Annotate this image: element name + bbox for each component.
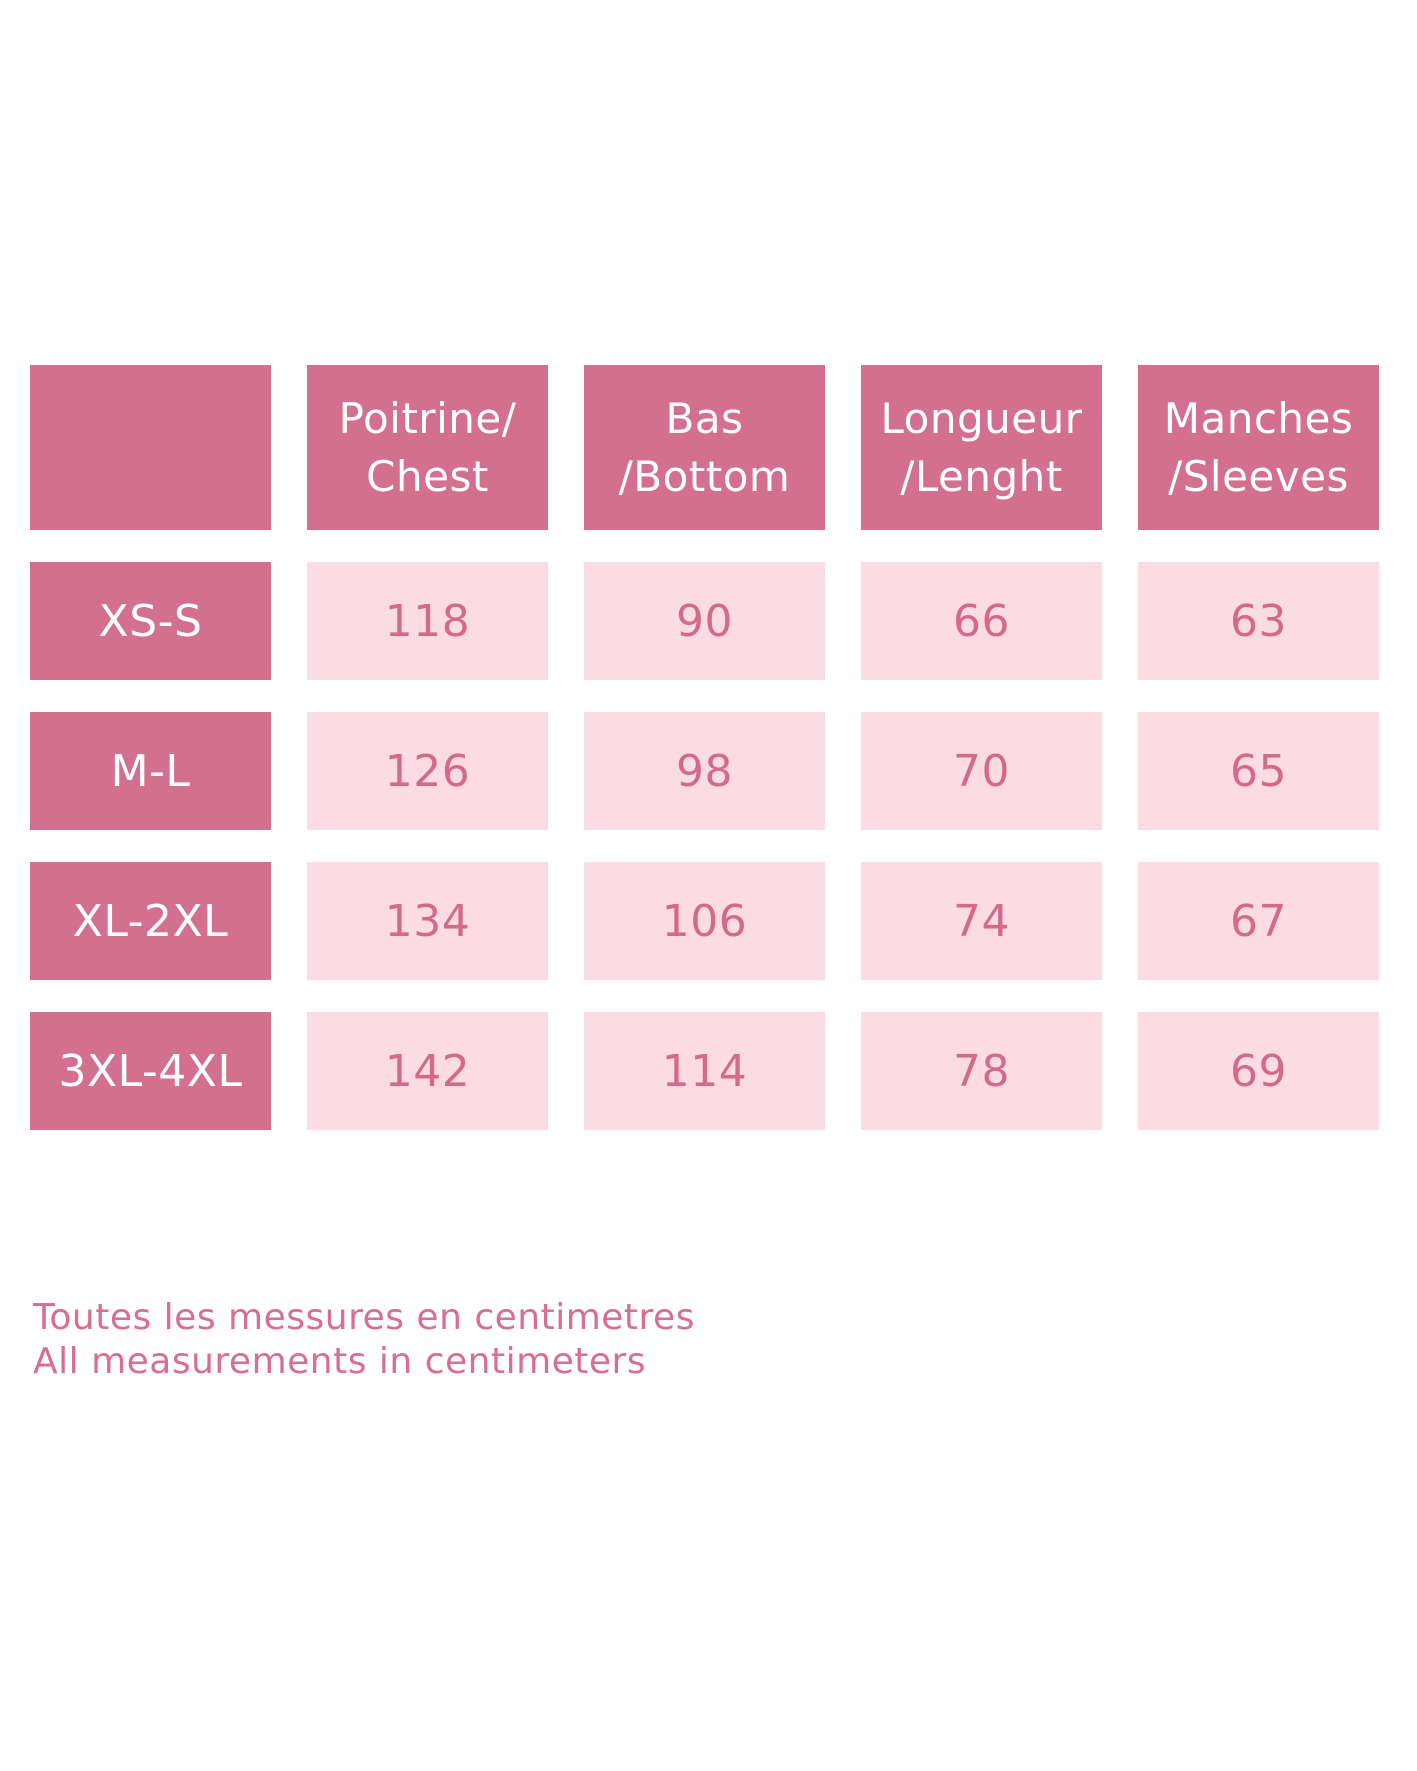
row-label-xs-s: XS-S — [30, 562, 271, 680]
row-label-m-l: M-L — [30, 712, 271, 830]
table-cell-length: 66 — [861, 562, 1102, 680]
column-header-length: Longueur /Lenght — [861, 365, 1102, 530]
table-cell-bottom: 114 — [584, 1012, 825, 1130]
note-line-french: Toutes les messures en centimetres — [33, 1297, 695, 1338]
column-header-line1: Bas — [665, 393, 744, 443]
measurement-notes: Toutes les messures en centimetres All m… — [33, 1296, 695, 1384]
table-cell-chest: 142 — [307, 1012, 548, 1130]
table-cell-bottom: 90 — [584, 562, 825, 680]
row-label-xl-2xl: XL-2XL — [30, 862, 271, 980]
column-header-line1: Longueur — [880, 393, 1083, 443]
column-header-line2: /Bottom — [618, 451, 791, 501]
column-header-bottom: Bas /Bottom — [584, 365, 825, 530]
row-label-3xl-4xl: 3XL-4XL — [30, 1012, 271, 1130]
column-header-line2: /Sleeves — [1168, 451, 1349, 501]
column-header-line1: Poitrine/ — [338, 393, 517, 443]
table-cell-sleeves: 65 — [1138, 712, 1379, 830]
column-header-line2: /Lenght — [900, 451, 1063, 501]
table-cell-sleeves: 67 — [1138, 862, 1379, 980]
table-cell-chest: 126 — [307, 712, 548, 830]
table-cell-chest: 134 — [307, 862, 548, 980]
column-header-chest: Poitrine/ Chest — [307, 365, 548, 530]
column-header-line2: Chest — [366, 451, 489, 501]
table-cell-sleeves: 63 — [1138, 562, 1379, 680]
table-cell-length: 78 — [861, 1012, 1102, 1130]
table-corner-cell — [30, 365, 271, 530]
size-table: Poitrine/ Chest Bas /Bottom Longueur /Le… — [30, 365, 1379, 1130]
note-line-english: All measurements in centimeters — [33, 1341, 647, 1382]
column-header-sleeves: Manches /Sleeves — [1138, 365, 1379, 530]
table-cell-bottom: 98 — [584, 712, 825, 830]
table-cell-length: 74 — [861, 862, 1102, 980]
table-cell-bottom: 106 — [584, 862, 825, 980]
column-header-line1: Manches — [1163, 393, 1354, 443]
table-cell-sleeves: 69 — [1138, 1012, 1379, 1130]
table-cell-chest: 118 — [307, 562, 548, 680]
table-cell-length: 70 — [861, 712, 1102, 830]
